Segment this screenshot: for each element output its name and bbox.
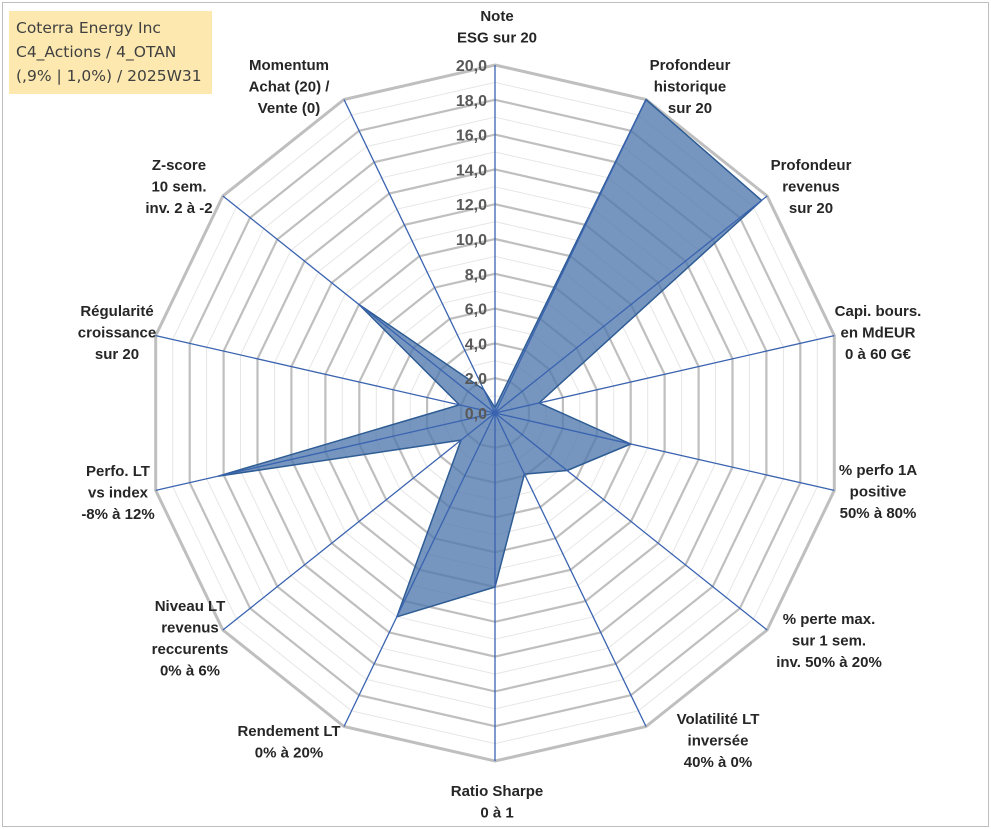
category-label-line: 0 à 60 G€ (845, 346, 912, 363)
category-label-line: positive (850, 484, 907, 501)
radial-tick-label: 6,0 (465, 302, 487, 319)
category-label: Profondeur revenus sur 20 (771, 157, 852, 217)
info-box: Coterra Energy Inc C4_Actions / 4_OTAN (… (9, 11, 212, 94)
radial-tick-label: 14,0 (456, 162, 487, 179)
radial-tick-label: 16,0 (456, 128, 487, 145)
radial-tick-label: 20,0 (456, 58, 487, 75)
category-label-line: % perte max. (783, 611, 876, 628)
category-label: Profondeur historique sur 20 (650, 57, 731, 117)
category-label: Momentum Achat (20) / Vente (0) (249, 57, 331, 117)
axis-spoke (155, 412, 496, 492)
category-label-line: Volatilité LT (677, 711, 760, 728)
radial-tick-label: 8,0 (465, 267, 487, 284)
axis-spoke (494, 195, 768, 414)
category-label-line: inv. 50% à 20% (776, 654, 882, 671)
category-label-line: Régularité (80, 303, 153, 320)
axis-spoke (222, 412, 496, 631)
category-label-line: en MdEUR (841, 325, 916, 342)
category-label-line: ESG sur 20 (457, 30, 537, 47)
axis-spoke (494, 412, 647, 727)
category-label-line: sur 20 (789, 200, 833, 217)
category-label-line: sur 20 (668, 100, 712, 117)
category-label-line: -8% à 12% (81, 506, 154, 523)
category-label: % perte max. sur 1 sem. inv. 50% à 20% (776, 611, 882, 671)
radial-tick-label: 10,0 (456, 232, 487, 249)
category-labels: Note ESG sur 20 Profondeur historique sur 20… (78, 8, 922, 822)
category-label-line: historique (654, 79, 727, 96)
category-label-line: Z-score (152, 157, 206, 174)
radial-tick-label: 2,0 (465, 371, 487, 388)
category-label: Ratio Sharpe 0 à 1 (451, 783, 544, 822)
info-period: (,9% | 1,0%) / 2025W31 (16, 67, 202, 85)
category-label: Note ESG sur 20 (457, 8, 537, 47)
axis-spoke (494, 99, 647, 414)
category-label-line: Ratio Sharpe (451, 783, 544, 800)
category-label-line: Vente (0) (258, 100, 321, 117)
category-label-line: sur 20 (95, 346, 139, 363)
category-label-line: % perfo 1A (839, 462, 918, 479)
category-label-line: revenus (161, 620, 219, 637)
axis-spoke (494, 412, 835, 492)
axis-spoke (155, 334, 496, 414)
category-label-line: 50% à 80% (840, 505, 917, 522)
radar-spokes (155, 65, 835, 761)
info-company-name: Coterra Energy Inc (16, 19, 161, 37)
radial-tick-label: 4,0 (465, 336, 487, 353)
info-portfolio: C4_Actions / 4_OTAN (16, 43, 177, 61)
category-label-line: vs index (88, 485, 149, 502)
category-label: Volatilité LT inversée 40% à 0% (677, 711, 760, 771)
category-label-line: 0 à 1 (480, 805, 513, 822)
axis-spoke (494, 334, 835, 414)
category-label: Régularité croissance sur 20 (78, 303, 156, 363)
axis-spoke (494, 412, 768, 631)
category-label-line: reccurents (152, 641, 229, 658)
category-label-line: Rendement LT (237, 723, 340, 740)
category-label-line: inversée (688, 733, 749, 750)
category-label-line: Achat (20) / (249, 79, 331, 96)
category-label-line: Profondeur (771, 157, 852, 174)
category-label-line: Momentum (249, 57, 329, 74)
category-label-line: 40% à 0% (684, 754, 752, 771)
radial-tick-label: 0,0 (465, 406, 487, 423)
radial-tick-labels: 0,0 2,0 4,0 6,0 8,0 10,0 12,0 14,0 16,0 18,0 20,0 (456, 58, 487, 423)
category-label: Capi. bours. en MdEUR 0 à 60 G€ (835, 303, 922, 363)
radial-tick-label: 18,0 (456, 93, 487, 110)
category-label-line: 10 sem. (151, 179, 206, 196)
category-label-line: Capi. bours. (835, 303, 922, 320)
axis-spoke (343, 99, 496, 414)
category-label-line: inv. 2 à -2 (145, 200, 212, 217)
category-label-line: Note (480, 8, 513, 25)
axis-spoke (343, 412, 496, 727)
category-label-line: revenus (782, 179, 840, 196)
radial-tick-label: 12,0 (456, 197, 487, 214)
category-label: Niveau LT revenus reccurents 0% à 6% (152, 598, 229, 680)
category-label-line: 0% à 6% (160, 663, 220, 680)
category-label: Z-score 10 sem. inv. 2 à -2 (145, 157, 212, 217)
category-label: % perfo 1A positive 50% à 80% (839, 462, 918, 522)
category-label: Rendement LT 0% à 20% (237, 723, 340, 762)
axis-spoke (222, 195, 496, 414)
category-label-line: Profondeur (650, 57, 731, 74)
category-label-line: sur 1 sem. (792, 633, 866, 650)
category-label: Perfo. LT vs index -8% à 12% (81, 463, 154, 523)
category-label-line: 0% à 20% (255, 745, 323, 762)
category-label-line: Perfo. LT (86, 463, 150, 480)
category-label-line: croissance (78, 325, 156, 342)
category-label-line: Niveau LT (155, 598, 226, 615)
